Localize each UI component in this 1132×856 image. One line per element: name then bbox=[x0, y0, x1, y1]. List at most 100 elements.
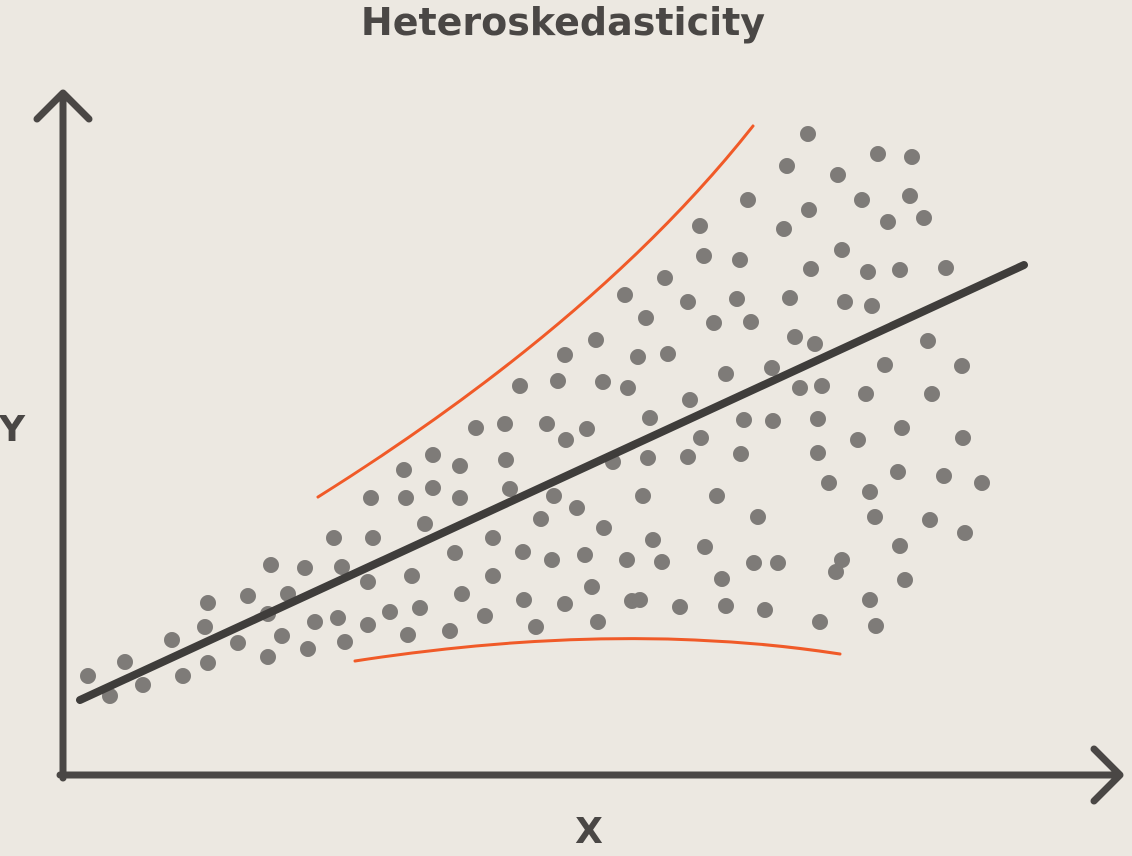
scatter-point bbox=[539, 416, 555, 432]
scatter-point bbox=[635, 488, 651, 504]
scatter-point bbox=[307, 614, 323, 630]
scatter-point bbox=[957, 525, 973, 541]
scatter-point bbox=[584, 579, 600, 595]
scatter-point bbox=[864, 298, 880, 314]
scatter-point bbox=[821, 475, 837, 491]
scatter-point bbox=[632, 592, 648, 608]
scatter-point bbox=[736, 412, 752, 428]
scatter-point bbox=[807, 336, 823, 352]
x-axis-label: X bbox=[575, 811, 603, 852]
scatter-point bbox=[654, 554, 670, 570]
scatter-point bbox=[854, 192, 870, 208]
scatter-point bbox=[557, 347, 573, 363]
scatter-point bbox=[640, 450, 656, 466]
scatter-point bbox=[452, 490, 468, 506]
scatter-point bbox=[743, 314, 759, 330]
scatter-point bbox=[330, 610, 346, 626]
scatter-point bbox=[660, 346, 676, 362]
scatter-point bbox=[729, 291, 745, 307]
scatter-point bbox=[274, 628, 290, 644]
scatter-point bbox=[892, 538, 908, 554]
scatter-point bbox=[890, 464, 906, 480]
scatter-point bbox=[425, 480, 441, 496]
y-axis-arrowhead bbox=[33, 89, 93, 123]
scatter-point bbox=[477, 608, 493, 624]
scatter-point bbox=[920, 333, 936, 349]
scatter-point bbox=[645, 532, 661, 548]
scatter-point bbox=[442, 623, 458, 639]
scatter-point bbox=[557, 596, 573, 612]
scatter-point bbox=[764, 360, 780, 376]
scatter-point bbox=[750, 509, 766, 525]
scatter-point bbox=[468, 420, 484, 436]
scatter-point bbox=[782, 290, 798, 306]
scatter-point bbox=[512, 378, 528, 394]
scatter-point bbox=[200, 595, 216, 611]
scatter-point bbox=[828, 564, 844, 580]
scatter-point bbox=[693, 430, 709, 446]
scatter-point bbox=[757, 602, 773, 618]
scatter-point bbox=[164, 632, 180, 648]
scatter-point bbox=[812, 614, 828, 630]
scatter-point bbox=[197, 619, 213, 635]
scatter-point bbox=[533, 511, 549, 527]
scatter-point bbox=[516, 592, 532, 608]
scatter-point bbox=[692, 218, 708, 234]
scatter-point bbox=[550, 373, 566, 389]
scatter-point bbox=[837, 294, 853, 310]
scatter-points bbox=[80, 126, 990, 704]
scatter-point bbox=[714, 571, 730, 587]
scatter-point bbox=[558, 432, 574, 448]
scatter-point bbox=[417, 516, 433, 532]
scatter-point bbox=[546, 488, 562, 504]
scatter-point bbox=[862, 592, 878, 608]
scatter-point bbox=[579, 421, 595, 437]
lower-envelope-curve bbox=[353, 637, 842, 663]
scatter-point bbox=[696, 248, 712, 264]
scatter-point bbox=[800, 126, 816, 142]
scatter-point bbox=[680, 449, 696, 465]
scatter-point bbox=[787, 329, 803, 345]
scatter-point bbox=[630, 349, 646, 365]
scatter-point bbox=[337, 634, 353, 650]
scatter-point bbox=[454, 586, 470, 602]
scatter-point bbox=[365, 530, 381, 546]
scatter-point bbox=[485, 568, 501, 584]
scatter-point bbox=[360, 617, 376, 633]
scatter-point bbox=[396, 462, 412, 478]
scatter-point bbox=[300, 641, 316, 657]
scatter-point bbox=[404, 568, 420, 584]
scatter-point bbox=[682, 392, 698, 408]
scatter-point bbox=[334, 559, 350, 575]
scatter-point bbox=[200, 655, 216, 671]
scatter-point bbox=[801, 202, 817, 218]
scatter-point bbox=[858, 386, 874, 402]
scatter-point bbox=[862, 484, 878, 500]
scatter-point bbox=[642, 410, 658, 426]
scatter-point bbox=[497, 416, 513, 432]
scatter-point bbox=[867, 509, 883, 525]
x-axis bbox=[56, 745, 1124, 805]
scatter-point bbox=[588, 332, 604, 348]
scatter-point bbox=[400, 627, 416, 643]
scatter-point bbox=[297, 560, 313, 576]
diagram-title: Heteroskedasticity bbox=[361, 0, 765, 44]
scatter-point bbox=[765, 413, 781, 429]
scatter-point bbox=[706, 315, 722, 331]
scatter-point bbox=[412, 600, 428, 616]
scatter-point bbox=[619, 552, 635, 568]
scatter-point bbox=[776, 221, 792, 237]
scatter-point bbox=[260, 649, 276, 665]
scatter-point bbox=[569, 500, 585, 516]
scatter-point bbox=[596, 520, 612, 536]
scatter-point bbox=[830, 167, 846, 183]
scatter-point bbox=[502, 481, 518, 497]
scatter-point bbox=[936, 468, 952, 484]
scatter-point bbox=[590, 614, 606, 630]
scatter-point bbox=[382, 604, 398, 620]
scatter-point bbox=[709, 488, 725, 504]
scatter-point bbox=[680, 294, 696, 310]
scatter-point bbox=[834, 242, 850, 258]
y-axis-label: Y bbox=[0, 409, 26, 450]
scatter-point bbox=[498, 452, 514, 468]
